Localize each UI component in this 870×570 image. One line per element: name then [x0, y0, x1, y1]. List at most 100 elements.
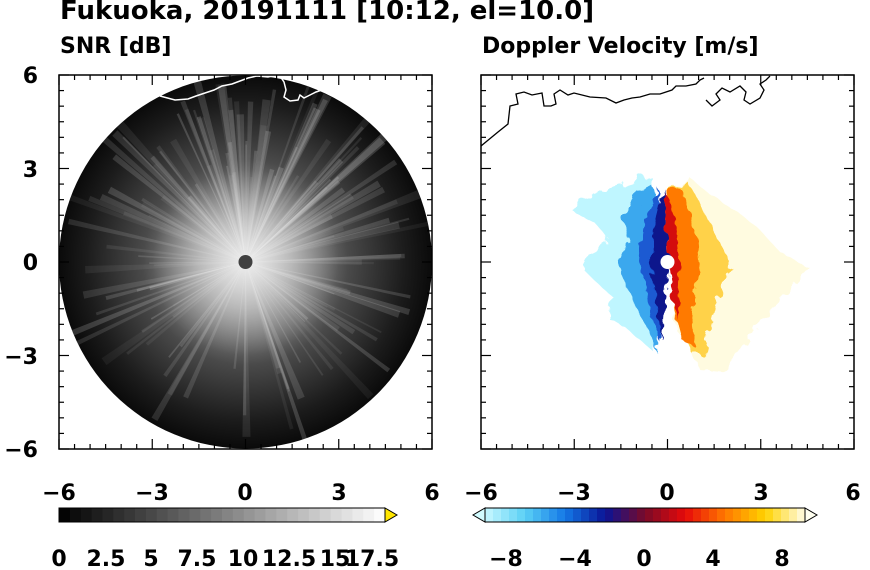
snr-y-tick-label: −6	[4, 438, 38, 463]
colorbar-swatch	[276, 508, 288, 522]
colorbar-swatch	[605, 508, 614, 522]
colorbar-swatch	[741, 508, 750, 522]
colorbar-swatch	[653, 508, 662, 522]
snr-panel-title: SNR [dB]	[60, 34, 172, 59]
colorbar-swatch	[765, 508, 774, 522]
doppler-radar-center	[660, 255, 675, 269]
snr-y-tick-label: 0	[23, 251, 38, 276]
colorbar-swatch	[167, 508, 179, 522]
snr-panel	[58, 74, 433, 450]
colorbar-swatch	[733, 508, 742, 522]
figure-title: Fukuoka, 20191111 [10:12, el=10.0]	[60, 0, 595, 26]
snr-colorbar	[58, 507, 398, 523]
snr-coastline	[159, 75, 330, 102]
colorbar-swatch	[645, 508, 654, 522]
colorbar-swatch	[308, 508, 321, 522]
doppler-x-tick-label: 6	[845, 481, 860, 506]
doppler-x-tick-label: −6	[464, 481, 498, 506]
colorbar-swatch	[613, 508, 622, 522]
doppler-panel	[480, 74, 855, 450]
colorbar-swatch	[789, 508, 798, 522]
snr-colorbar-tick-label: 7.5	[178, 547, 217, 570]
snr-colorbar-tick-label: 5	[143, 547, 158, 570]
doppler-colorbar-tick-label: 8	[774, 547, 789, 570]
colorbar-swatch	[677, 508, 686, 522]
colorbar-swatch	[781, 508, 790, 522]
snr-colorbar-tick-label: 10	[228, 547, 259, 570]
doppler-colorbar	[472, 507, 818, 523]
colorbar-extend-high	[804, 507, 818, 523]
snr-colorbar-tick-label: 17.5	[345, 547, 399, 570]
doppler-x-tick-label: 3	[753, 481, 768, 506]
colorbar-swatch	[113, 508, 125, 522]
colorbar-swatch	[374, 508, 386, 522]
colorbar-swatch	[200, 508, 212, 522]
colorbar-swatch	[287, 508, 299, 522]
colorbar-swatch	[189, 508, 201, 522]
colorbar-swatch	[59, 508, 71, 522]
snr-x-tick-label: 3	[331, 481, 346, 506]
colorbar-swatch	[298, 508, 310, 522]
colorbar-swatch	[493, 508, 502, 522]
colorbar-swatch	[91, 508, 103, 522]
colorbar-swatch	[135, 508, 147, 522]
colorbar-swatch	[102, 508, 114, 522]
colorbar-swatch	[637, 508, 646, 522]
colorbar-swatch	[541, 508, 550, 522]
doppler-x-tick-label: −3	[557, 481, 591, 506]
colorbar-swatch	[69, 508, 82, 522]
colorbar-swatch	[757, 508, 766, 522]
doppler-colorbar-tick-label: 4	[705, 547, 720, 570]
colorbar-swatch	[557, 508, 566, 522]
colorbar-swatch	[709, 508, 718, 522]
colorbar-swatch	[341, 508, 353, 522]
colorbar-swatch	[621, 508, 630, 522]
colorbar-swatch	[661, 508, 670, 522]
colorbar-extend-high	[384, 507, 398, 523]
doppler-coastline	[481, 77, 705, 147]
snr-radar-center	[238, 255, 253, 269]
colorbar-swatch	[797, 508, 806, 522]
snr-y-tick-label: 3	[23, 158, 38, 183]
doppler-panel-title: Doppler Velocity [m/s]	[482, 34, 759, 59]
colorbar-swatch	[589, 508, 598, 522]
colorbar-swatch	[156, 508, 169, 522]
colorbar-swatch	[330, 508, 342, 522]
colorbar-swatch	[319, 508, 332, 522]
colorbar-swatch	[669, 508, 678, 522]
snr-colorbar-tick-label: 12.5	[262, 547, 316, 570]
colorbar-swatch	[232, 508, 245, 522]
colorbar-swatch	[509, 508, 518, 522]
snr-y-tick-label: −3	[4, 345, 38, 370]
colorbar-swatch	[533, 508, 542, 522]
colorbar-swatch	[717, 508, 726, 522]
doppler-colorbar-tick-label: −8	[489, 547, 523, 570]
colorbar-swatch	[725, 508, 734, 522]
doppler-colorbar-tick-label: −4	[558, 547, 592, 570]
snr-y-tick-label: 6	[23, 64, 38, 89]
colorbar-swatch	[573, 508, 582, 522]
colorbar-swatch	[80, 508, 92, 522]
colorbar-swatch	[222, 508, 234, 522]
colorbar-swatch	[363, 508, 375, 522]
colorbar-swatch	[145, 508, 158, 522]
colorbar-swatch	[701, 508, 710, 522]
snr-axis-ticks	[58, 74, 433, 450]
colorbar-swatch	[773, 508, 782, 522]
colorbar-swatch	[749, 508, 758, 522]
colorbar-swatch	[549, 508, 558, 522]
snr-colorbar-tick-label: 15	[320, 547, 351, 570]
snr-radial-streaks	[61, 76, 432, 447]
snr-x-tick-label: −3	[135, 481, 169, 506]
colorbar-swatch	[685, 508, 694, 522]
colorbar-swatch	[581, 508, 590, 522]
doppler-colorbar-tick-label: 0	[636, 547, 651, 570]
snr-x-tick-label: 0	[237, 481, 252, 506]
colorbar-swatch	[597, 508, 606, 522]
colorbar-swatch	[525, 508, 534, 522]
colorbar-swatch	[211, 508, 223, 522]
colorbar-swatch	[243, 508, 255, 522]
colorbar-swatch	[629, 508, 638, 522]
colorbar-swatch	[124, 508, 136, 522]
